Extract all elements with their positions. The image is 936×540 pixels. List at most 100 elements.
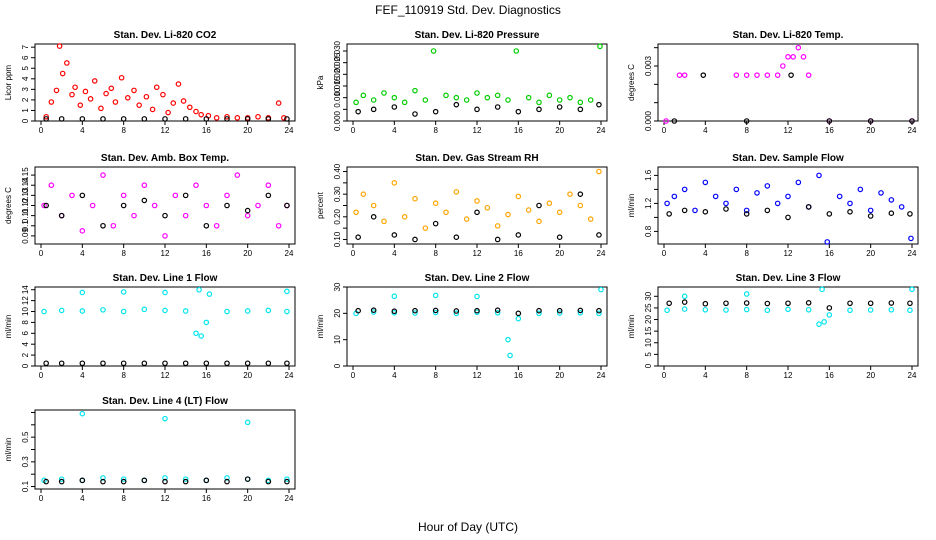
data-point — [41, 202, 47, 209]
data-point — [58, 116, 65, 122]
data-point — [598, 286, 604, 293]
panel-title: Stan. Dev. Line 1 Flow — [113, 273, 218, 284]
x-tick-label: 8 — [433, 126, 438, 135]
y-axis-label: degrees C — [4, 187, 13, 224]
data-point — [193, 330, 199, 337]
data-point — [888, 300, 895, 306]
data-point — [196, 286, 202, 293]
y-tick-label: 4 — [21, 76, 30, 81]
data-point — [203, 360, 210, 367]
data-point — [764, 183, 771, 189]
data-point — [494, 307, 501, 313]
series-cyan — [41, 410, 290, 484]
data-point — [53, 87, 60, 94]
y-tick-label: 10 — [333, 335, 342, 344]
panel-4: Stan. Dev. Amb. Box Temp. degrees C 0 4 8 12 1… — [4, 153, 296, 258]
x-tick-label: 16 — [202, 126, 211, 135]
data-point — [203, 116, 210, 122]
data-point — [89, 202, 96, 209]
plot-frame — [34, 43, 296, 122]
x-tick-label: 8 — [121, 249, 126, 258]
data-point — [43, 113, 49, 120]
data-point — [463, 216, 470, 222]
plot-frame — [34, 286, 296, 367]
data-point — [443, 209, 449, 216]
data-point — [577, 202, 584, 209]
data-point — [805, 72, 812, 78]
data-point — [907, 211, 913, 217]
data-point — [224, 475, 230, 481]
data-point — [120, 192, 127, 199]
data-point — [826, 305, 833, 311]
data-point — [162, 307, 168, 314]
data-point — [412, 111, 418, 117]
data-point — [100, 360, 106, 367]
x-tick-label: 24 — [285, 249, 294, 258]
data-point — [265, 360, 272, 367]
data-point — [536, 218, 542, 225]
data-point — [103, 90, 109, 97]
data-point — [681, 293, 688, 300]
data-point — [112, 99, 119, 105]
data-point — [244, 116, 251, 122]
data-point — [723, 200, 729, 207]
data-point — [412, 310, 418, 316]
y-tick-label: 0.13 — [21, 187, 30, 203]
data-point — [743, 207, 750, 214]
data-point — [743, 118, 750, 124]
series-black — [43, 476, 290, 485]
data-point — [120, 478, 127, 485]
data-point — [120, 202, 127, 209]
y-tick-label: 6 — [21, 331, 30, 336]
data-point — [453, 101, 460, 108]
data-point — [681, 299, 688, 305]
data-point — [244, 308, 251, 314]
data-point — [234, 115, 241, 121]
data-point — [360, 92, 367, 99]
y-tick-label: 8 — [21, 320, 30, 325]
x-tick-label: 24 — [908, 249, 917, 258]
data-point — [100, 172, 106, 178]
data-point — [149, 106, 156, 113]
y-tick-label: 0.003 — [644, 55, 653, 76]
data-point — [182, 308, 189, 314]
data-point — [664, 307, 670, 314]
data-point — [515, 310, 522, 317]
data-point — [681, 207, 688, 214]
data-point — [847, 300, 853, 307]
data-point — [180, 98, 187, 104]
y-axis-label: kPa — [316, 75, 325, 89]
data-point — [671, 118, 678, 124]
figure-title: FEF_110919 Std. Dev. Diagnostics — [375, 3, 561, 17]
data-point — [77, 102, 84, 108]
y-tick-label: 0 — [644, 363, 653, 368]
data-point — [391, 308, 398, 315]
x-tick-label: 20 — [243, 371, 252, 380]
data-point — [888, 210, 895, 217]
data-point — [430, 48, 437, 54]
series-cyan — [664, 286, 915, 327]
data-point — [79, 116, 86, 122]
data-point — [412, 195, 418, 202]
x-tick-label: 12 — [784, 371, 793, 380]
data-point — [224, 308, 230, 315]
y-tick-label: 0 — [21, 118, 30, 123]
data-point — [474, 198, 480, 204]
data-point — [681, 186, 688, 193]
panel-8: Stan. Dev. Line 2 Flow ml/min 0 4 8 12 16 20 24 0… — [316, 273, 608, 380]
data-point — [743, 211, 750, 217]
data-point — [172, 192, 179, 199]
data-point — [702, 300, 709, 307]
data-point — [224, 116, 230, 122]
y-tick-label: 0 — [21, 363, 30, 368]
data-point — [681, 306, 688, 312]
x-tick-label: 0 — [351, 371, 356, 380]
data-point — [284, 476, 290, 482]
data-point — [182, 476, 189, 482]
data-point — [141, 197, 148, 204]
data-point — [432, 292, 439, 299]
data-point — [453, 310, 460, 317]
data-point — [597, 43, 603, 50]
data-point — [193, 108, 199, 115]
